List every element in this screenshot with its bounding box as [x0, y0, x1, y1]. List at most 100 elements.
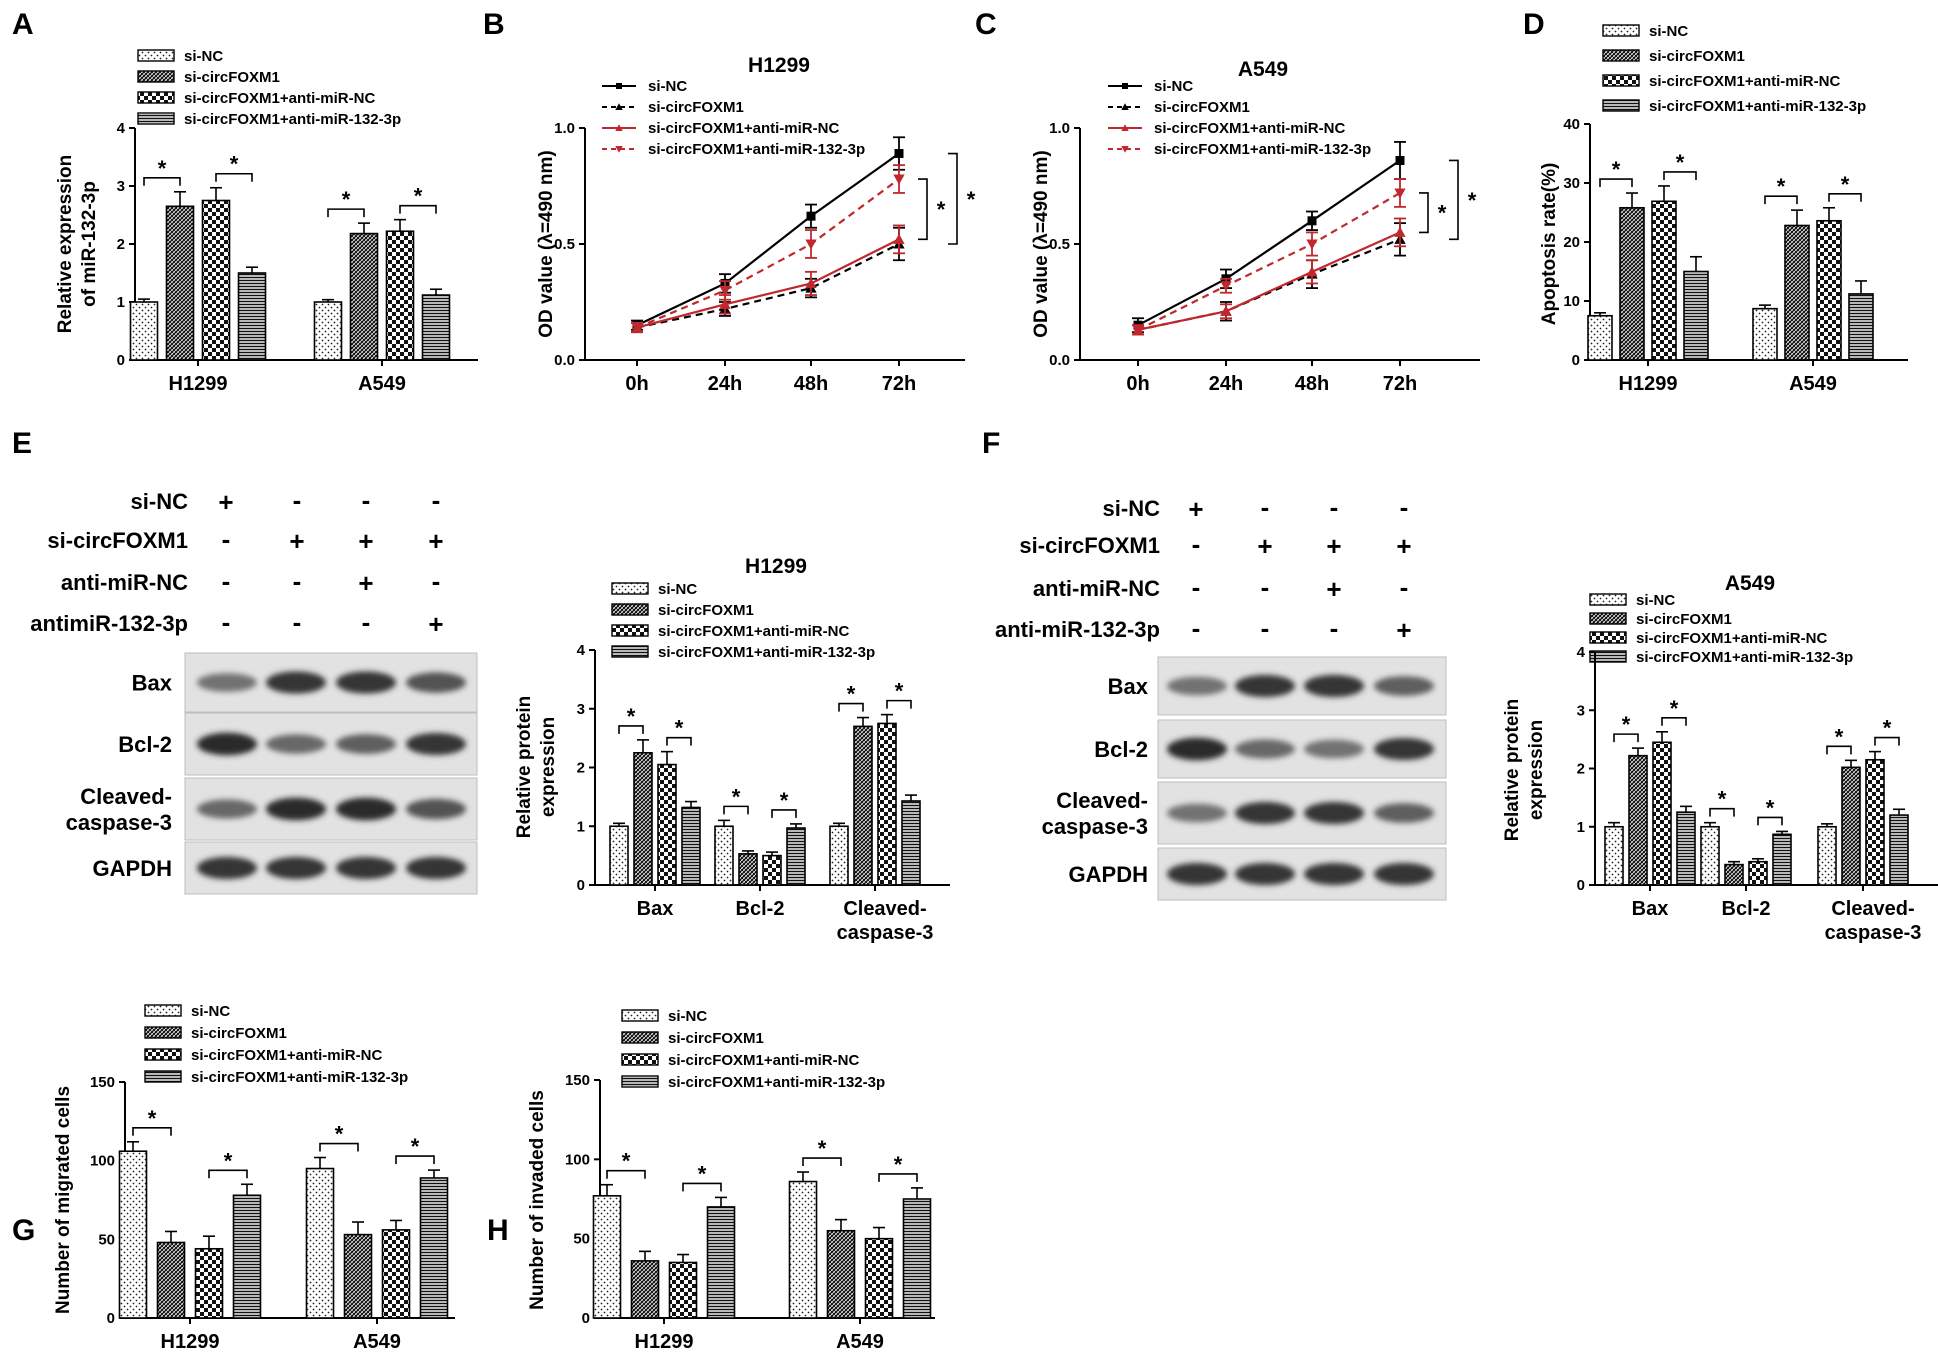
bar-1-1	[738, 853, 758, 886]
treatment-sign-3-0: -	[1192, 613, 1201, 643]
treatment-sign-2-1: -	[293, 566, 302, 596]
y-tick-label-3: 30	[1563, 175, 1580, 192]
x-category-label-1: A549	[1789, 373, 1837, 395]
legend-marker-2	[1121, 124, 1129, 131]
data-point-3-2	[805, 239, 817, 250]
legend-label-1: si-circFOXM1	[648, 99, 744, 116]
chart-title: A549	[1725, 572, 1775, 595]
legend-swatch-3	[621, 1075, 659, 1088]
legend-label-2: si-circFOXM1+anti-miR-NC	[191, 1047, 382, 1064]
significance-bracket-1	[918, 178, 928, 241]
significance-bracket-2	[802, 1157, 842, 1167]
bar-0-2	[657, 763, 677, 886]
significance-star-3: *	[411, 1134, 420, 1159]
legend-label-3: si-circFOXM1+anti-miR-132-3p	[184, 111, 401, 128]
y-tick-label-2: 100	[565, 1151, 590, 1168]
bar-1-1	[826, 1229, 856, 1319]
bar-1-2	[1816, 219, 1842, 361]
y-tick-label-0: 0.0	[1049, 352, 1070, 369]
series-line-1	[1137, 238, 1401, 331]
y-axis-title: Relative expression of miR-132-3p	[55, 155, 100, 333]
data-point-3-3	[893, 174, 905, 185]
significance-star-1: *	[675, 716, 684, 741]
significance-bracket-5	[1874, 736, 1900, 746]
significance-star-3: *	[894, 1152, 903, 1177]
y-axis-title: Number of migrated cells	[53, 1086, 74, 1314]
legend-marker-2	[615, 124, 623, 131]
treatment-sign-3-1: -	[1261, 613, 1270, 643]
legend-swatch-0	[137, 49, 175, 62]
legend-swatch-1	[611, 603, 649, 616]
bar-0-3	[1683, 270, 1709, 361]
significance-bracket-0	[132, 1126, 172, 1136]
legend-label-3: si-circFOXM1+anti-miR-132-3p	[191, 1069, 408, 1086]
treatment-sign-0-2: -	[362, 485, 371, 515]
treatment-sign-1-0: -	[222, 524, 231, 554]
significance-star-3: *	[414, 184, 423, 209]
bar-0-1	[1628, 754, 1648, 886]
blot-band-2-2	[1304, 801, 1364, 825]
x-tick-label-0: 0h	[1126, 373, 1149, 395]
band-label-2-0: Cleaved-	[80, 784, 172, 809]
treatment-label-2: anti-miR-NC	[61, 570, 188, 595]
legend-marker-1	[615, 103, 623, 110]
x-category-label-1-0: Bcl-2	[1722, 898, 1771, 920]
significance-star-2: *	[818, 1136, 827, 1161]
y-axis-title: Apoptosis rate(%)	[1539, 163, 1560, 326]
chart-e: EH1299si-NCsi-circFOXM1si-circFOXM1+anti…	[12, 427, 950, 944]
blot-band-3-3	[406, 856, 466, 880]
significance-bracket-3	[395, 1155, 435, 1165]
legend-swatch-2	[1589, 631, 1627, 644]
legend-label-3: si-circFOXM1+anti-miR-132-3p	[1649, 98, 1866, 115]
western-blot-e: si-NC + - - - si-circFOXM1 - + + + anti-miR-NC - - + -…	[30, 485, 478, 895]
significance-bracket-2	[327, 208, 365, 218]
legend-label-3: si-circFOXM1+anti-miR-132-3p	[668, 1074, 885, 1091]
blot-band-1-1	[266, 734, 326, 754]
series-line-3	[636, 178, 900, 329]
data-point-3-3	[1394, 188, 1406, 199]
panel-label-h: H	[487, 1214, 509, 1247]
panel-label-d: D	[1523, 8, 1545, 41]
legend-label-1: si-circFOXM1	[668, 1030, 764, 1047]
bar-1-3	[421, 294, 451, 361]
significance-bracket-0	[948, 152, 958, 245]
blot-band-2-0	[1167, 803, 1227, 823]
legend-label-0: si-NC	[658, 581, 697, 598]
legend-swatch-2	[611, 624, 649, 637]
significance-bracket-0	[1613, 733, 1639, 743]
x-category-label-2-1: caspase-3	[1825, 922, 1922, 944]
series-line-1	[636, 243, 900, 329]
significance-star-0: *	[1622, 712, 1631, 737]
treatment-sign-2-2: +	[358, 568, 373, 598]
blot-band-2-3	[1374, 803, 1434, 823]
blot-band-0-3	[1374, 676, 1434, 696]
significance-bracket-2	[1709, 807, 1735, 817]
y-axis-title: Relative protein expression	[514, 696, 559, 839]
bar-0-2	[1652, 741, 1672, 886]
significance-bracket-3	[1828, 192, 1862, 202]
treatment-sign-3-3: +	[1396, 615, 1411, 645]
bar-2-3	[901, 800, 921, 886]
y-tick-label-3: 3	[1577, 702, 1585, 719]
bar-0-2	[201, 199, 231, 361]
bar-1-2	[381, 1229, 411, 1319]
blot-band-0-2	[1304, 674, 1364, 698]
blot-band-0-2	[336, 671, 396, 694]
y-tick-label-1: 0.5	[554, 236, 575, 253]
legend-swatch-3	[611, 645, 649, 658]
significance-bracket-4	[838, 702, 864, 712]
data-point-3-1	[719, 285, 731, 297]
y-axis-title-line-0: Relative expression	[55, 155, 76, 333]
bar-0-0	[592, 1195, 622, 1319]
x-category-label-0: H1299	[1619, 373, 1678, 395]
significance-bracket-1	[1419, 192, 1429, 234]
band-label-3-0: GAPDH	[93, 856, 172, 881]
legend-label-2: si-circFOXM1+anti-miR-NC	[1636, 630, 1827, 647]
blot-band-2-1	[1235, 801, 1295, 825]
legend-swatch-0	[144, 1004, 182, 1017]
treatment-label-3: antimiR-132-3p	[30, 611, 188, 636]
y-tick-label-1: 1	[577, 818, 585, 835]
significance-bracket-0	[143, 177, 181, 186]
